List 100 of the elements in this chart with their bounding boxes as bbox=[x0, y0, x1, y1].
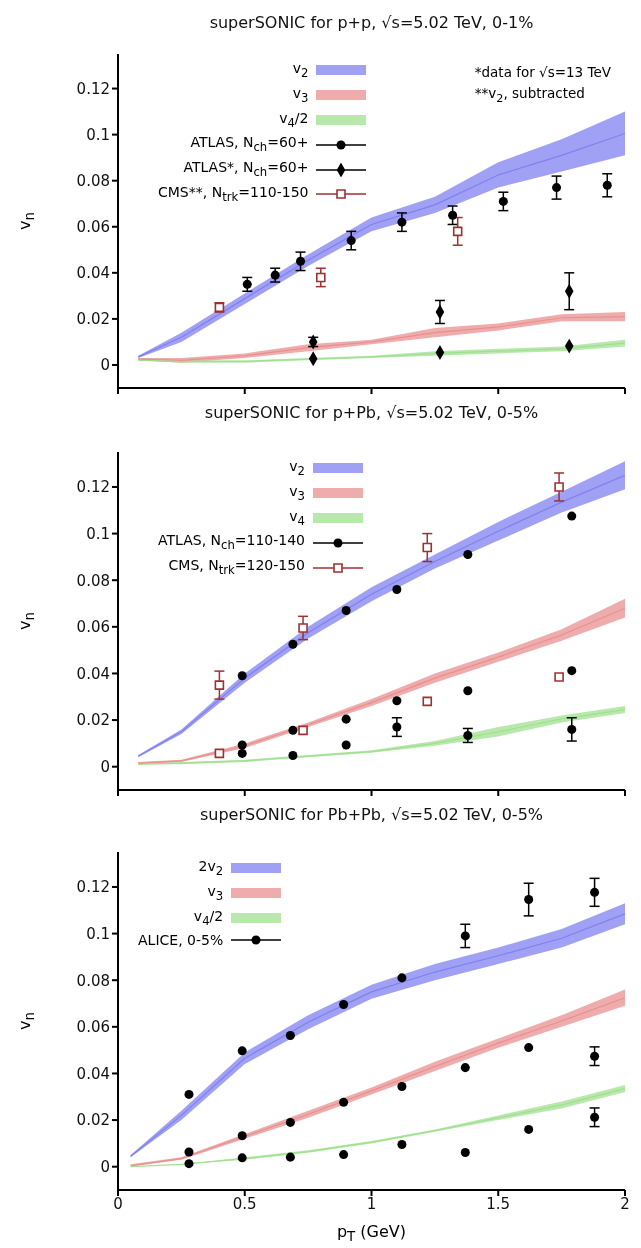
y-tick-label: 0.1 bbox=[86, 524, 110, 543]
point bbox=[460, 1147, 470, 1157]
point bbox=[339, 999, 349, 1009]
point bbox=[554, 672, 564, 682]
y-tick-label: 0 bbox=[100, 356, 110, 375]
y-tick-label: 0.08 bbox=[76, 172, 110, 191]
y-tick-label: 0.02 bbox=[76, 711, 110, 730]
point bbox=[590, 887, 600, 897]
point bbox=[602, 180, 612, 190]
point bbox=[422, 696, 433, 707]
legend-label: ATLAS, N$_{ch}$=110-140 bbox=[158, 531, 306, 555]
point bbox=[184, 1147, 194, 1157]
point bbox=[397, 1140, 407, 1150]
point bbox=[237, 740, 247, 750]
legend-label: ATLAS*, N$_{ch}$=60+ bbox=[183, 158, 309, 181]
point bbox=[285, 1117, 295, 1127]
point bbox=[346, 236, 356, 246]
legend-label: v$_{2}$ bbox=[289, 457, 306, 480]
point bbox=[397, 1082, 407, 1092]
y-tick-label: 0.08 bbox=[76, 571, 110, 590]
point bbox=[392, 722, 402, 732]
point bbox=[214, 748, 225, 759]
x-tick-label: 0.5 bbox=[232, 1194, 257, 1213]
point bbox=[298, 725, 308, 736]
point bbox=[339, 1097, 349, 1107]
point bbox=[460, 931, 470, 941]
point bbox=[397, 973, 407, 983]
point bbox=[316, 272, 326, 283]
y-tick-label: 0.1 bbox=[86, 125, 110, 144]
point bbox=[288, 751, 298, 761]
annotation: **v$_{2}$, subtracted bbox=[474, 85, 585, 105]
legend-label: CMS, N$_{trk}$=120-150 bbox=[168, 556, 306, 579]
point bbox=[498, 196, 508, 206]
point bbox=[460, 1063, 470, 1073]
y-tick-label: 0.06 bbox=[76, 1018, 110, 1037]
legend-label: v$_{4}$/2 bbox=[279, 108, 309, 132]
chart-title: superSONIC for p+Pb, √s=5.02 TeV, 0-5% bbox=[204, 403, 539, 422]
point bbox=[341, 740, 351, 750]
y-tick-label: 0.04 bbox=[76, 1064, 110, 1083]
x-tick-label: 1.5 bbox=[486, 1194, 511, 1213]
y-tick-label: 0.1 bbox=[86, 924, 110, 943]
point bbox=[184, 1089, 194, 1099]
point bbox=[463, 730, 473, 740]
legend-label: v$_{4}$ bbox=[289, 506, 306, 530]
point bbox=[448, 210, 458, 220]
y-tick-label: 0.06 bbox=[76, 618, 110, 637]
point bbox=[392, 696, 402, 706]
y-tick-label: 0.06 bbox=[76, 218, 110, 237]
point bbox=[237, 748, 247, 758]
point bbox=[288, 725, 298, 735]
legend-label: CMS**, N$_{trk}$=110-150 bbox=[158, 183, 309, 206]
x-tick-label: 2 bbox=[620, 1194, 630, 1213]
point bbox=[524, 1124, 534, 1134]
y-tick-label: 0.08 bbox=[76, 971, 110, 990]
point bbox=[524, 1043, 534, 1053]
y-tick-label: 0.12 bbox=[76, 79, 110, 98]
y-tick-label: 0.04 bbox=[76, 264, 110, 283]
legend-label: v$_{3}$ bbox=[207, 881, 224, 905]
x-axis-title: p$_{T}$ (GeV) bbox=[336, 1222, 407, 1245]
point bbox=[463, 686, 473, 696]
point bbox=[214, 680, 225, 690]
point bbox=[288, 639, 298, 649]
annotation: *data for √s=13 TeV bbox=[474, 64, 611, 80]
point bbox=[552, 183, 562, 193]
point bbox=[242, 279, 252, 289]
point bbox=[285, 1030, 295, 1040]
point bbox=[392, 585, 402, 595]
point bbox=[554, 482, 564, 492]
point bbox=[184, 1159, 194, 1169]
point bbox=[285, 1152, 295, 1162]
point bbox=[590, 1051, 600, 1061]
point bbox=[452, 226, 463, 237]
chart-title: superSONIC for Pb+Pb, √s=5.02 TeV, 0-5% bbox=[199, 805, 544, 824]
point bbox=[524, 895, 534, 905]
x-tick-label: 1 bbox=[366, 1194, 377, 1213]
legend-label: v$_{3}$ bbox=[289, 481, 306, 505]
point bbox=[463, 550, 473, 560]
legend-label: ALICE, 0-5% bbox=[138, 931, 224, 951]
y-tick-label: 0.04 bbox=[76, 664, 110, 683]
point bbox=[298, 623, 308, 633]
y-tick-label: 0.02 bbox=[76, 1111, 110, 1130]
legend-label: v$_{2}$ bbox=[292, 59, 309, 82]
point bbox=[590, 1112, 600, 1122]
point bbox=[237, 671, 247, 681]
point bbox=[296, 256, 306, 266]
legend-label: v$_{3}$ bbox=[292, 83, 309, 107]
x-tick-label: 0 bbox=[113, 1194, 123, 1213]
point bbox=[422, 542, 433, 553]
point bbox=[237, 1046, 247, 1056]
y-tick-label: 0 bbox=[100, 1158, 110, 1177]
point bbox=[567, 511, 577, 521]
legend-label: ATLAS, N$_{ch}$=60+ bbox=[190, 133, 309, 157]
y-tick-label: 0.12 bbox=[76, 878, 110, 897]
point bbox=[567, 724, 577, 734]
y-tick-label: 0.02 bbox=[76, 310, 110, 329]
point bbox=[237, 1131, 247, 1141]
point bbox=[567, 666, 577, 676]
chart-title: superSONIC for p+p, √s=5.02 TeV, 0-1% bbox=[209, 13, 534, 32]
legend-label: 2v$_{2}$ bbox=[198, 857, 224, 880]
point bbox=[341, 606, 351, 616]
